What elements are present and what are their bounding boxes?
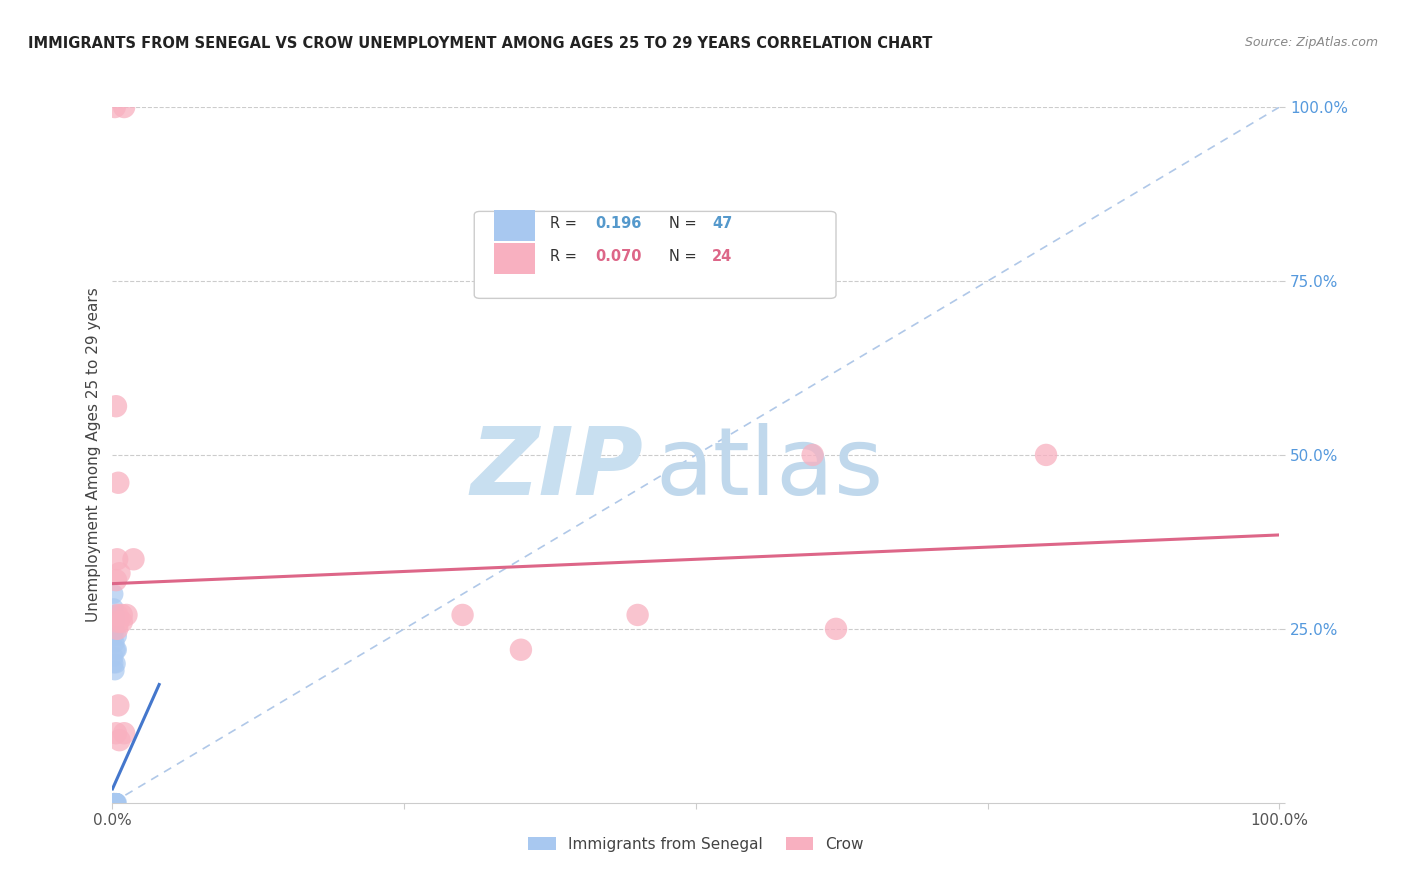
Y-axis label: Unemployment Among Ages 25 to 29 years: Unemployment Among Ages 25 to 29 years <box>86 287 101 623</box>
Point <box>105 629 128 643</box>
Point <box>103 796 125 810</box>
Point <box>509 642 531 657</box>
FancyBboxPatch shape <box>474 211 837 298</box>
Point <box>112 726 135 740</box>
Text: 0.196: 0.196 <box>596 217 643 231</box>
Point <box>104 100 127 114</box>
Point <box>104 796 127 810</box>
Point <box>104 796 127 810</box>
Point <box>451 607 474 622</box>
Text: R =: R = <box>550 249 582 264</box>
Point <box>103 796 125 810</box>
Point <box>111 615 134 629</box>
Point <box>103 796 125 810</box>
Text: atlas: atlas <box>655 423 883 515</box>
Point <box>104 657 127 671</box>
Point <box>103 601 125 615</box>
Text: 24: 24 <box>713 249 733 264</box>
Point <box>103 796 125 810</box>
Point <box>104 796 127 810</box>
Point <box>104 622 127 636</box>
Point <box>103 587 125 601</box>
Point <box>115 607 138 622</box>
Point <box>105 607 128 622</box>
Point <box>108 566 131 581</box>
Point <box>107 615 129 629</box>
Bar <box>494 210 534 242</box>
Text: ZIP: ZIP <box>471 423 644 515</box>
Point <box>103 796 125 810</box>
Legend: Immigrants from Senegal, Crow: Immigrants from Senegal, Crow <box>522 830 870 858</box>
Point <box>104 796 127 810</box>
Text: R =: R = <box>550 217 582 231</box>
Point <box>103 796 125 810</box>
Point <box>104 615 127 629</box>
Point <box>107 698 129 713</box>
Point <box>104 796 127 810</box>
Text: 47: 47 <box>713 217 733 231</box>
Point <box>111 607 134 622</box>
Point <box>103 629 125 643</box>
Point <box>122 552 145 566</box>
Point <box>103 796 125 810</box>
Point <box>103 657 125 671</box>
Point <box>104 796 127 810</box>
Point <box>104 796 127 810</box>
Point <box>104 796 127 810</box>
Point <box>104 607 127 622</box>
Point <box>104 636 127 650</box>
Bar <box>494 243 534 274</box>
Text: N =: N = <box>669 217 702 231</box>
Text: IMMIGRANTS FROM SENEGAL VS CROW UNEMPLOYMENT AMONG AGES 25 TO 29 YEARS CORRELATI: IMMIGRANTS FROM SENEGAL VS CROW UNEMPLOY… <box>28 36 932 51</box>
Point <box>103 796 125 810</box>
Point <box>1035 448 1057 462</box>
Point <box>105 552 128 566</box>
Point <box>104 796 127 810</box>
Point <box>103 796 125 810</box>
Point <box>104 796 127 810</box>
Point <box>112 100 135 114</box>
Point <box>104 796 127 810</box>
Point <box>104 796 127 810</box>
Point <box>627 607 650 622</box>
Text: N =: N = <box>669 249 702 264</box>
Point <box>104 573 127 587</box>
Point <box>104 796 127 810</box>
Point <box>104 796 127 810</box>
Point <box>104 796 127 810</box>
Point <box>104 796 127 810</box>
Point <box>103 649 125 664</box>
Point <box>103 796 125 810</box>
Point <box>104 399 127 413</box>
Point <box>105 796 128 810</box>
Point <box>107 475 129 490</box>
Point <box>104 642 127 657</box>
Point <box>104 615 127 629</box>
Point <box>105 642 128 657</box>
Text: Source: ZipAtlas.com: Source: ZipAtlas.com <box>1244 36 1378 49</box>
Point <box>104 664 127 678</box>
Point <box>104 726 127 740</box>
Point <box>108 733 131 747</box>
Point <box>103 796 125 810</box>
Point <box>104 796 127 810</box>
Text: 0.070: 0.070 <box>596 249 643 264</box>
Point <box>825 622 848 636</box>
Point <box>103 796 125 810</box>
Point <box>105 622 128 636</box>
Point <box>103 796 125 810</box>
Point <box>801 448 824 462</box>
Point <box>104 796 127 810</box>
